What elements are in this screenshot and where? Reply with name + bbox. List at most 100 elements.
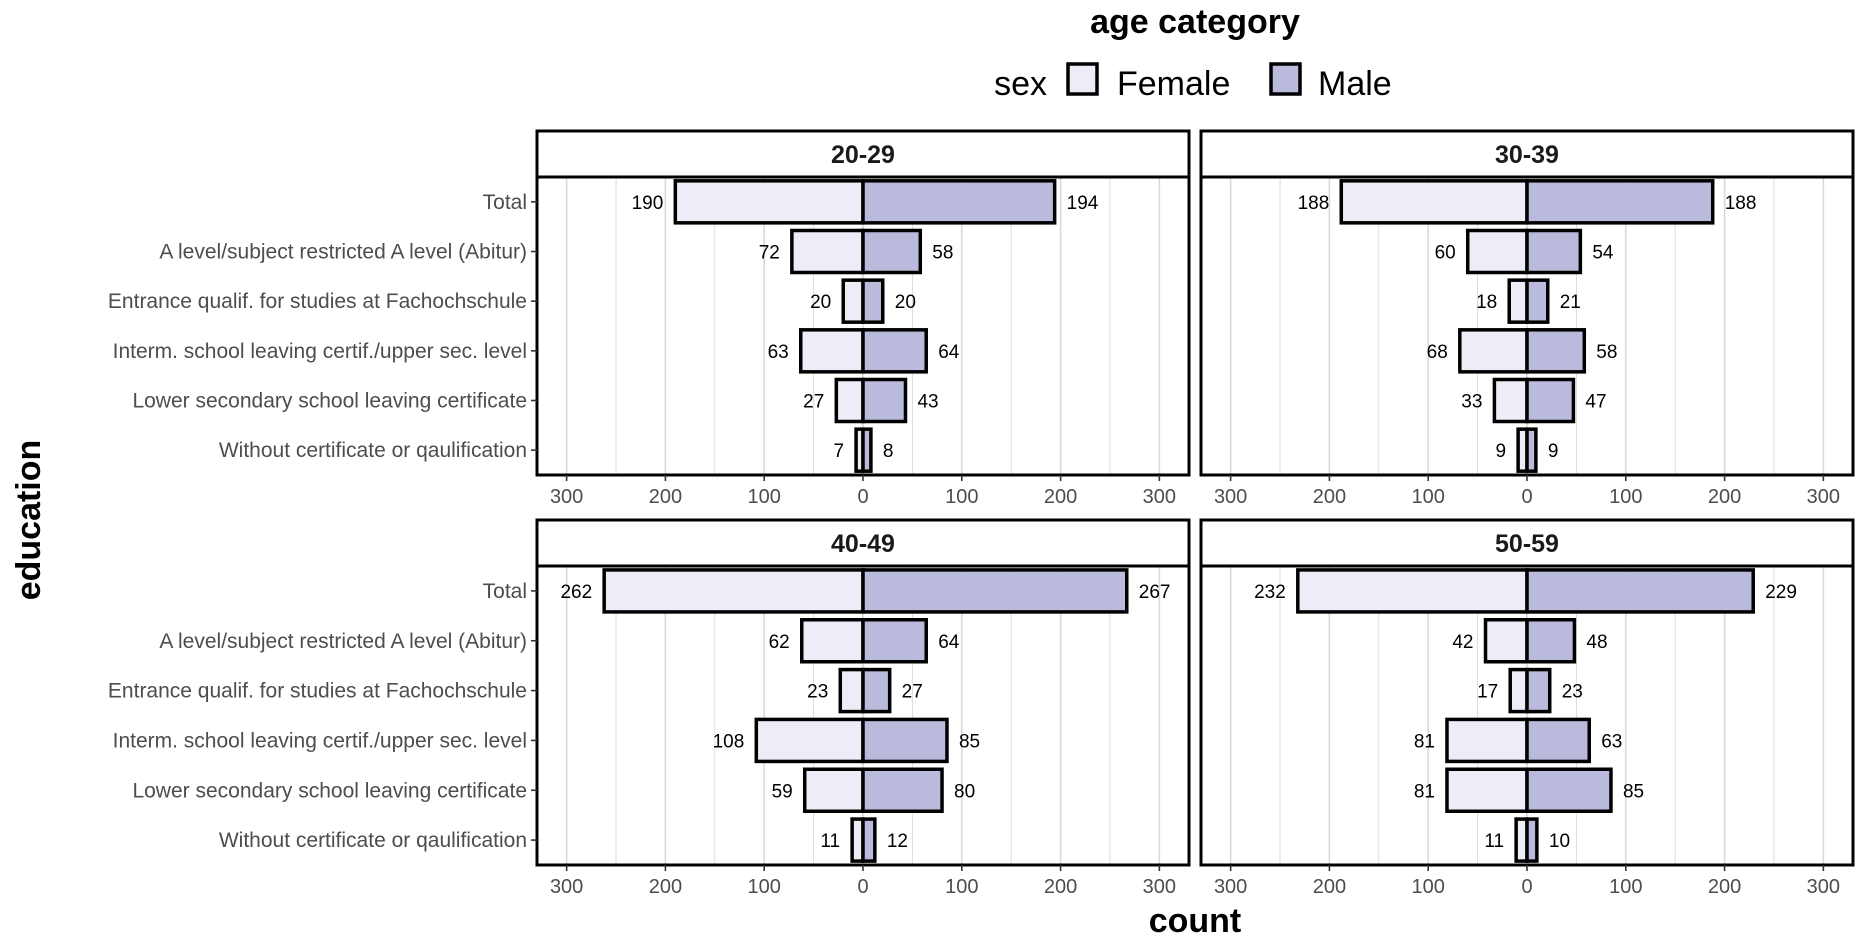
bar-female-total <box>1339 179 1529 225</box>
data-label-female: 63 <box>768 342 789 363</box>
bar-male-without-certificate-or-qaulification <box>861 427 873 473</box>
bar-male-entrance-qualif-for-studies-at-fachochschule <box>861 278 885 324</box>
x-tick-label: 200 <box>1708 876 1741 898</box>
bar-female-interm-school-leaving-certif-upper-sec-level <box>799 328 865 374</box>
bar-female-interm-school-leaving-certif-upper-sec-level <box>754 717 865 764</box>
data-label-male: 20 <box>895 292 916 313</box>
data-label-female: 11 <box>820 831 840 852</box>
x-tick-label: 300 <box>550 876 583 898</box>
bar-female-lower-secondary-school-leaving-certificate <box>834 377 865 424</box>
legend-label-female: Female <box>1117 65 1230 103</box>
bar-female-entrance-qualif-for-studies-at-fachochschule <box>838 667 865 714</box>
panel-50-59: 232 42 17 81 81 11 229 48 23 63 85 10 50-59 300 200 100… <box>1199 518 1855 898</box>
panel-grid <box>1229 566 1825 865</box>
x-tick-label: 0 <box>857 876 868 898</box>
data-label-male: 8 <box>883 441 894 462</box>
data-label-male: 63 <box>1601 731 1622 752</box>
data-label-male: 80 <box>954 781 975 802</box>
bar-male-lower-secondary-school-leaving-certificate <box>861 377 908 424</box>
y-category-label: Interm. school leaving certif./upper sec… <box>113 729 527 752</box>
data-label-female: 72 <box>759 243 780 264</box>
data-label-female: 9 <box>1496 441 1507 462</box>
facet-strip-label: 30-39 <box>1495 141 1559 169</box>
legend-entries: Female Male <box>1066 62 1392 103</box>
x-tick-label: 300 <box>1807 486 1840 508</box>
bar-male-a-level-subject-restricted-a-level-abitur <box>861 228 923 275</box>
data-label-male: 267 <box>1139 582 1171 603</box>
bar-female-a-level-subject-restricted-a-level-abitur <box>1483 618 1529 664</box>
data-label-male: 27 <box>902 682 923 703</box>
data-label-female: 33 <box>1461 392 1482 413</box>
bar-male-a-level-subject-restricted-a-level-abitur <box>1525 228 1583 275</box>
y-category-label: Total <box>483 191 527 214</box>
data-label-male: 10 <box>1549 831 1570 852</box>
facet-strip <box>1199 518 1855 568</box>
bar-male-lower-secondary-school-leaving-certificate <box>1525 377 1576 424</box>
data-label-male: 43 <box>917 392 938 413</box>
data-label-female: 108 <box>713 731 745 752</box>
bar-male-entrance-qualif-for-studies-at-fachochschule <box>1525 278 1550 324</box>
data-label-male: 47 <box>1585 392 1606 413</box>
bar-male-total <box>1525 179 1715 225</box>
x-tick-label: 100 <box>1609 486 1642 508</box>
data-label-male: 229 <box>1765 582 1797 603</box>
data-label-male: 85 <box>1623 781 1644 802</box>
y-category-label: Without certificate or qaulification <box>219 829 527 852</box>
facet-strip <box>535 518 1191 568</box>
x-tick-label: 100 <box>945 486 978 508</box>
y-category-label: Lower secondary school leaving certifica… <box>132 779 527 802</box>
bar-male-interm-school-leaving-certif-upper-sec-level <box>861 717 949 764</box>
data-label-female: 60 <box>1435 243 1456 264</box>
facet-strip-label: 20-29 <box>831 141 895 169</box>
bar-female-entrance-qualif-for-studies-at-fachochschule <box>1507 278 1529 324</box>
bar-female-a-level-subject-restricted-a-level-abitur <box>790 228 865 275</box>
panel-grid <box>1229 177 1825 475</box>
y-category-label: Lower secondary school leaving certifica… <box>132 390 527 413</box>
bar-male-interm-school-leaving-certif-upper-sec-level <box>1525 717 1591 764</box>
bar-female-total <box>602 568 865 614</box>
data-label-male: 54 <box>1592 243 1614 264</box>
x-tick-label: 0 <box>1521 876 1532 898</box>
legend-key-male <box>1269 62 1302 96</box>
x-tick-label: 200 <box>1313 876 1346 898</box>
x-tick-label: 100 <box>748 486 781 508</box>
data-label-male: 85 <box>959 731 980 752</box>
data-label-female: 59 <box>772 781 793 802</box>
bar-male-entrance-qualif-for-studies-at-fachochschule <box>861 667 892 714</box>
x-tick-label: 100 <box>945 876 978 898</box>
legend-label-male: Male <box>1318 65 1392 103</box>
panel-30-39: 188 60 18 68 33 9 188 54 21 58 47 9 30-39 300 200 100 0 1… <box>1199 129 1855 508</box>
x-tick-label: 100 <box>1412 876 1445 898</box>
bar-male-a-level-subject-restricted-a-level-abitur <box>1525 618 1577 664</box>
facet-strip-label: 50-59 <box>1495 530 1559 558</box>
bar-female-total <box>673 179 865 225</box>
y-axis-title: education <box>10 440 48 601</box>
bar-male-without-certificate-or-qaulification <box>1525 427 1538 473</box>
x-axis-title: count <box>1149 902 1242 938</box>
x-tick-label: 100 <box>1412 486 1445 508</box>
bar-female-interm-school-leaving-certif-upper-sec-level <box>1445 717 1529 764</box>
data-label-male: 48 <box>1586 632 1607 653</box>
y-category-label: Interm. school leaving certif./upper sec… <box>113 340 527 363</box>
panel-20-29: 190 72 20 63 27 7 194 58 20 64 43 8 20-29 300 200 100 0 1… <box>108 129 1191 508</box>
bar-male-lower-secondary-school-leaving-certificate <box>1525 767 1613 813</box>
x-tick-label: 200 <box>1708 486 1741 508</box>
x-tick-label: 300 <box>1143 486 1176 508</box>
bar-male-interm-school-leaving-certif-upper-sec-level <box>861 328 928 374</box>
x-tick-label: 100 <box>748 876 781 898</box>
y-category-label: Entrance qualif. for studies at Fachochs… <box>108 290 527 313</box>
facet-strip <box>535 129 1191 179</box>
data-label-female: 27 <box>803 392 824 413</box>
data-label-male: 58 <box>932 243 953 264</box>
data-label-female: 18 <box>1476 292 1497 313</box>
x-tick-label: 200 <box>1044 876 1077 898</box>
y-category-label: A level/subject restricted A level (Abit… <box>159 630 527 653</box>
data-label-female: 20 <box>810 292 831 313</box>
facet-strip <box>1199 129 1855 179</box>
panel-grid <box>565 566 1161 865</box>
bar-male-without-certificate-or-qaulification <box>861 817 877 863</box>
bar-female-lower-secondary-school-leaving-certificate <box>1445 767 1529 813</box>
bar-female-a-level-subject-restricted-a-level-abitur <box>1465 228 1529 275</box>
bar-female-lower-secondary-school-leaving-certificate <box>802 767 865 813</box>
data-label-male: 9 <box>1548 441 1559 462</box>
